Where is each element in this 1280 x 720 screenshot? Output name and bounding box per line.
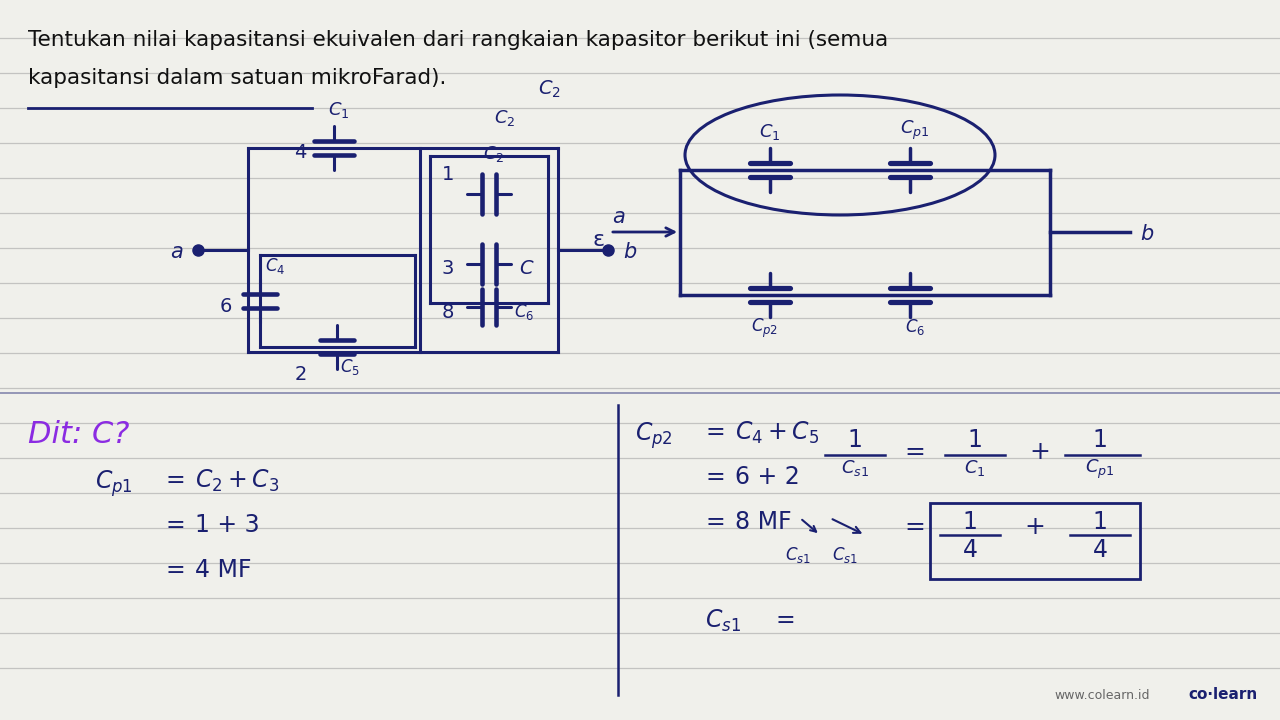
Text: $C_5$: $C_5$ [340,357,360,377]
Text: =: = [705,510,724,534]
Text: =: = [165,513,184,537]
Text: 1: 1 [847,428,863,452]
Text: Dit: C?: Dit: C? [28,420,129,449]
Text: $C_{s1}$: $C_{s1}$ [785,545,812,565]
Text: $C_{p1}$: $C_{p1}$ [900,119,929,142]
Text: 4: 4 [293,143,306,163]
Text: =: = [705,465,724,489]
Text: $C_4 + C_5$: $C_4 + C_5$ [735,420,819,446]
Text: kapasitansi dalam satuan mikroFarad).: kapasitansi dalam satuan mikroFarad). [28,68,447,88]
Text: 8 MF: 8 MF [735,510,791,534]
Text: $C_1$: $C_1$ [759,122,781,142]
Text: $C_{s1}$: $C_{s1}$ [832,545,858,565]
Text: ε: ε [593,230,605,250]
Text: 1: 1 [442,164,454,184]
Text: 6: 6 [220,297,232,315]
Text: 4: 4 [1093,538,1107,562]
Text: Tentukan nilai kapasitansi ekuivalen dari rangkaian kapasitor berikut ini (semua: Tentukan nilai kapasitansi ekuivalen dar… [28,30,888,50]
Text: 6 + 2: 6 + 2 [735,465,800,489]
Text: 4: 4 [963,538,978,562]
Text: 8: 8 [442,302,454,322]
Text: 2: 2 [294,365,307,384]
Text: www.colearn.id: www.colearn.id [1055,689,1149,702]
Text: $C_{s1}$: $C_{s1}$ [841,458,869,478]
Text: =: = [705,420,724,444]
Text: =: = [165,468,184,492]
Text: 3: 3 [442,259,454,279]
Text: =: = [165,558,184,582]
Text: $C_6$: $C_6$ [905,317,925,337]
Text: C: C [518,259,532,279]
Text: $C_1$: $C_1$ [964,458,986,478]
Text: $C_2 + C_3$: $C_2 + C_3$ [195,468,279,494]
Text: =: = [905,440,925,464]
Text: b: b [1140,224,1153,244]
Text: co·learn: co·learn [1189,687,1258,702]
Text: $C_6$: $C_6$ [515,302,534,322]
Text: $C_{p2}$: $C_{p2}$ [635,420,673,451]
Text: a: a [612,207,625,227]
Text: 1: 1 [963,510,978,534]
Text: $C_2$: $C_2$ [538,78,561,100]
Text: $C_4$: $C_4$ [265,256,285,276]
Text: 4 MF: 4 MF [195,558,251,582]
Text: 1: 1 [1093,428,1107,452]
Text: $C_{s1}$: $C_{s1}$ [705,608,741,634]
Text: b: b [623,242,636,262]
Text: =: = [905,515,925,539]
Text: $C_2$: $C_2$ [484,144,504,164]
Text: $C_2$: $C_2$ [494,108,516,128]
Text: a: a [170,242,183,262]
Text: $C_{p2}$: $C_{p2}$ [751,317,778,340]
Text: $C_{p1}$: $C_{p1}$ [95,468,133,499]
Text: $C_{p1}$: $C_{p1}$ [1085,458,1115,481]
Text: +: + [1024,515,1046,539]
Text: 1: 1 [1093,510,1107,534]
Text: 1 + 3: 1 + 3 [195,513,260,537]
Text: $C_1$: $C_1$ [328,100,349,120]
Text: 1: 1 [968,428,983,452]
Text: +: + [1029,440,1051,464]
Text: =: = [774,608,795,632]
